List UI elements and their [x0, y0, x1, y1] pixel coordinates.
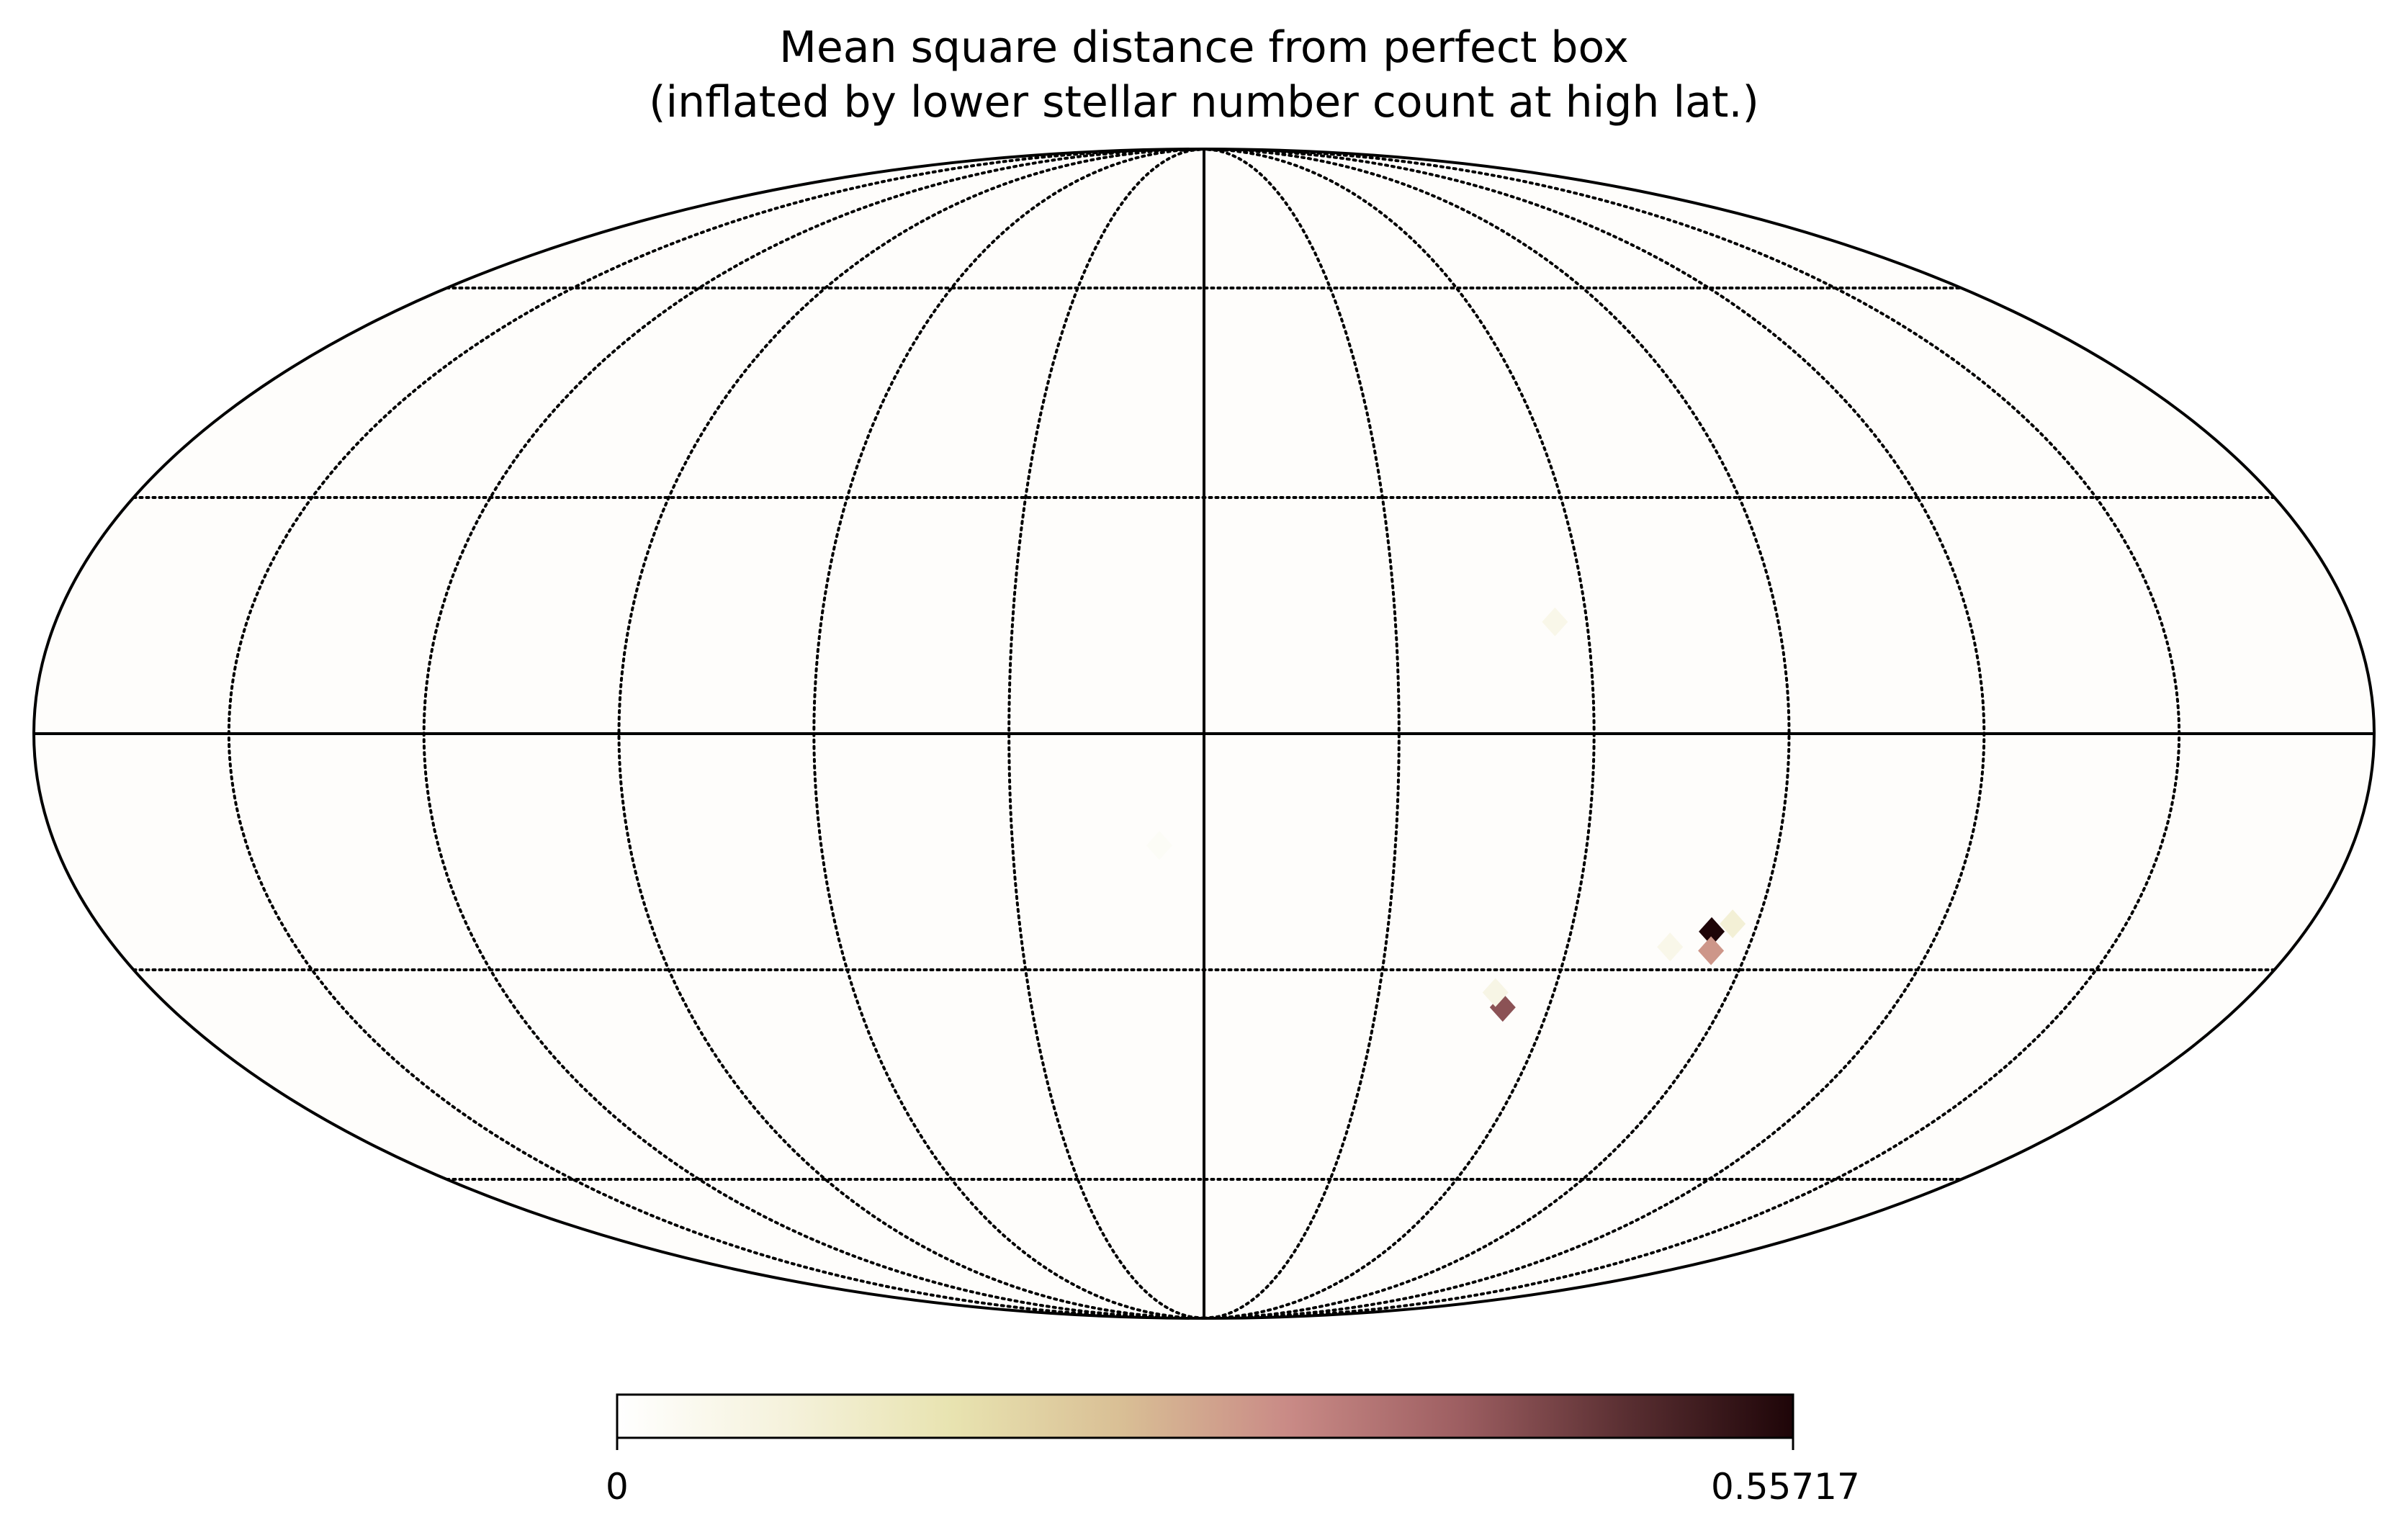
colorbar-min-label: 0: [606, 1466, 629, 1508]
hotspot-5: [1482, 978, 1509, 1007]
map-axes: [34, 149, 2374, 1318]
chart-title-line-2: (inflated by lower stellar number count …: [649, 77, 1759, 127]
hotspot-7: [1146, 831, 1172, 860]
hotspot-1: [1698, 936, 1725, 965]
hotspot-2: [1720, 909, 1746, 939]
colorbar: [616, 1393, 1794, 1439]
hotspot-3: [1657, 932, 1684, 962]
colorbar-max-label: 0.55717: [1711, 1466, 1860, 1508]
meridian--90: [617, 149, 1205, 1318]
meridian-90: [1203, 149, 1791, 1318]
hotspot-6: [1542, 607, 1568, 636]
map-outline: [32, 148, 2376, 1320]
chart-title-line-1: Mean square distance from perfect box: [779, 22, 1629, 73]
hotspot-0: [1699, 917, 1725, 946]
hotspot-layer: [1146, 607, 1746, 1022]
